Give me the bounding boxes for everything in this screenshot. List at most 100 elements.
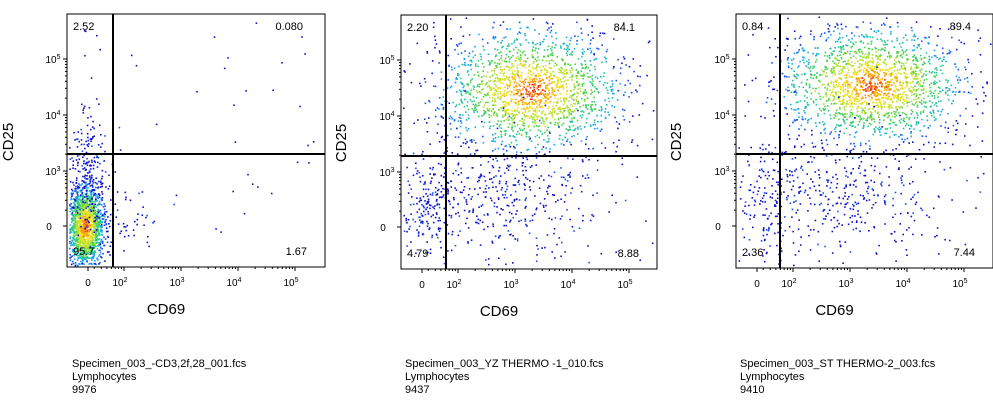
event-dot	[487, 101, 489, 104]
event-dot	[80, 230, 82, 232]
event-dot	[447, 134, 449, 137]
event-dot	[526, 178, 529, 181]
event-dot	[458, 116, 461, 119]
event-dot	[621, 163, 624, 166]
event-dot	[908, 142, 910, 144]
event-dot	[862, 89, 865, 91]
event-dot	[509, 221, 511, 223]
event-dot	[495, 54, 497, 56]
event-dot	[557, 113, 559, 115]
event-dot	[586, 97, 589, 99]
event-dot	[496, 66, 498, 69]
event-dot	[507, 119, 510, 121]
caption-file: Specimen_003_YZ THERMO -1_010.fcs	[405, 358, 604, 370]
event-dot	[516, 151, 518, 153]
event-dot	[92, 207, 94, 209]
event-dot	[427, 188, 430, 191]
event-dot	[848, 39, 850, 41]
event-dot	[86, 226, 88, 228]
event-dot	[90, 190, 93, 193]
event-dot	[89, 164, 91, 167]
event-dot	[108, 225, 111, 228]
event-dot	[543, 38, 545, 41]
event-dot	[545, 71, 548, 74]
event-dot	[538, 81, 540, 83]
event-dot	[511, 126, 514, 128]
event-dot	[852, 89, 854, 92]
event-dot	[82, 241, 84, 244]
event-dot	[499, 123, 502, 126]
event-dot	[463, 196, 466, 199]
event-dot	[576, 91, 578, 94]
event-dot	[83, 154, 85, 156]
event-dot	[828, 99, 831, 101]
event-dot	[92, 136, 94, 138]
event-dot	[811, 133, 813, 136]
event-dot	[633, 70, 635, 73]
event-dot	[915, 92, 917, 95]
event-dot	[834, 86, 836, 88]
event-dot	[91, 184, 93, 187]
event-dot	[424, 102, 427, 105]
event-dot	[511, 113, 514, 115]
event-dot	[529, 189, 532, 191]
event-dot	[84, 232, 87, 234]
event-dot	[102, 252, 104, 255]
event-dot	[843, 66, 846, 68]
event-dot	[483, 104, 486, 107]
event-dot	[507, 66, 510, 68]
event-dot	[844, 83, 846, 86]
event-dot	[517, 70, 519, 73]
event-dot	[78, 215, 80, 218]
event-dot	[929, 92, 932, 95]
event-dot	[920, 68, 923, 71]
event-dot	[541, 112, 543, 115]
event-dot	[532, 112, 534, 115]
event-dot	[898, 120, 901, 122]
event-dot	[539, 66, 541, 69]
event-dot	[861, 109, 864, 112]
event-dot	[518, 183, 521, 186]
event-dot	[213, 36, 216, 38]
event-dot	[541, 247, 543, 249]
event-dot	[611, 92, 614, 95]
event-dot	[635, 89, 637, 91]
event-dot	[423, 206, 425, 209]
event-dot	[833, 50, 836, 52]
event-dot	[107, 188, 110, 190]
event-dot	[84, 147, 86, 150]
event-dot	[556, 100, 559, 103]
event-dot	[99, 249, 101, 252]
event-dot	[941, 108, 944, 111]
event-dot	[986, 82, 988, 85]
event-dot	[531, 165, 533, 167]
event-dot	[940, 110, 943, 113]
event-dot	[460, 52, 463, 54]
event-dot	[498, 63, 501, 65]
event-dot	[504, 132, 507, 135]
event-dot	[500, 208, 502, 210]
event-dot	[842, 66, 844, 68]
event-dot	[582, 92, 584, 94]
event-dot	[490, 178, 493, 180]
event-dot	[895, 94, 898, 97]
event-dot	[100, 240, 102, 242]
event-dot	[865, 61, 867, 64]
event-dot	[555, 104, 558, 107]
event-dot	[537, 48, 540, 50]
event-dot	[911, 29, 913, 32]
event-dot	[70, 244, 72, 247]
event-dot	[91, 219, 93, 222]
event-dot	[70, 202, 73, 205]
event-dot	[563, 102, 566, 104]
event-dot	[558, 121, 561, 124]
event-dot	[876, 94, 879, 97]
event-dot	[533, 125, 535, 128]
event-dot	[545, 147, 547, 149]
event-dot	[529, 106, 531, 108]
event-dot	[428, 101, 431, 103]
event-dot	[104, 150, 106, 153]
event-dot	[836, 54, 839, 57]
event-dot	[72, 181, 74, 184]
event-dot	[72, 217, 75, 219]
